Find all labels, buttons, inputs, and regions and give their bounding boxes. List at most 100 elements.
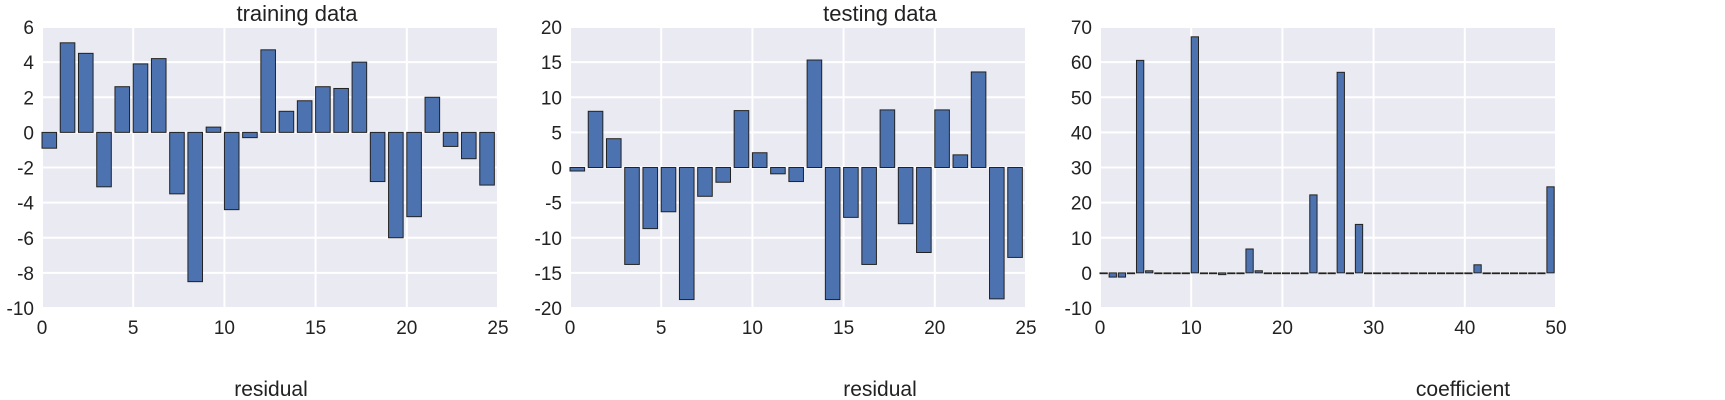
bar-testing-19 xyxy=(916,167,932,253)
bar-training-12 xyxy=(260,49,276,133)
bar-testing-17 xyxy=(879,109,896,168)
bar-testing-22 xyxy=(970,71,987,168)
y-tick-label: 0 xyxy=(1081,264,1092,285)
y-tick-label: 50 xyxy=(1071,88,1092,109)
bar-coefficient-42 xyxy=(1482,272,1491,275)
bar-testing-3 xyxy=(624,167,640,265)
x-tick-label: 50 xyxy=(1545,318,1566,339)
x-tick-label: 20 xyxy=(396,318,417,339)
bar-training-18 xyxy=(369,131,386,183)
x-tick-label: 0 xyxy=(1095,318,1106,339)
bar-testing-23 xyxy=(989,167,1005,300)
y-tick-label: -4 xyxy=(17,194,34,215)
bar-coefficient-1 xyxy=(1108,272,1117,278)
bar-coefficient-47 xyxy=(1528,272,1537,275)
y-tick-label: -10 xyxy=(7,299,34,320)
bar-testing-21 xyxy=(952,154,969,169)
y-tick-label: -10 xyxy=(1065,299,1092,320)
bar-coefficient-0 xyxy=(1099,272,1108,275)
chart-title-testing: testing data xyxy=(823,1,938,26)
y-tick-label: 10 xyxy=(541,88,562,109)
bar-coefficient-6 xyxy=(1154,272,1163,275)
bar-testing-18 xyxy=(897,167,914,225)
y-tick-label: -6 xyxy=(17,229,34,250)
bar-coefficient-16 xyxy=(1245,248,1254,274)
x-tick-label: 10 xyxy=(742,318,763,339)
bar-training-1 xyxy=(59,42,76,133)
bar-coefficient-7 xyxy=(1163,272,1172,275)
x-tick-label: 40 xyxy=(1454,318,1475,339)
bar-testing-0 xyxy=(569,167,586,172)
bar-testing-2 xyxy=(605,138,622,168)
bar-testing-4 xyxy=(642,167,659,230)
chart-panel-testing: 0 5 10 15 20 25 -20 -15 -10 -5 0 5 10 15 20 testing da… xyxy=(535,1,1037,400)
plot-area-training: 0 5 10 15 20 25 -10 -8 -6 -4 -2 0 2 4 6 xyxy=(7,18,509,339)
x-axis-label-testing: residual xyxy=(843,378,917,400)
bar-coefficient-21 xyxy=(1291,272,1300,275)
x-axis-label-coefficient: coefficient xyxy=(1416,378,1510,400)
bar-coefficient-24 xyxy=(1318,272,1327,275)
x-axis-label-training: residual xyxy=(234,378,308,400)
bar-training-13 xyxy=(278,110,295,133)
bar-testing-11 xyxy=(770,167,786,175)
bar-coefficient-48 xyxy=(1537,272,1546,275)
y-tick-label: 0 xyxy=(551,159,562,180)
bar-coefficient-4 xyxy=(1135,59,1145,274)
x-tick-label: 25 xyxy=(487,318,508,339)
bar-coefficient-36 xyxy=(1427,272,1437,275)
bar-testing-8 xyxy=(715,167,732,183)
x-tick-label: 5 xyxy=(128,318,139,339)
bar-training-10 xyxy=(223,131,240,211)
bar-coefficient-29 xyxy=(1363,272,1373,275)
bar-training-7 xyxy=(169,131,185,195)
y-tick-label: 15 xyxy=(541,53,562,74)
bar-training-22 xyxy=(442,131,459,147)
y-tick-label: -20 xyxy=(535,299,562,320)
x-tick-label: 5 xyxy=(656,318,667,339)
bar-testing-24 xyxy=(1007,167,1023,258)
bar-coefficient-12 xyxy=(1208,272,1218,275)
bar-coefficient-27 xyxy=(1345,272,1355,275)
bar-coefficient-13 xyxy=(1218,272,1227,276)
x-tick-label: 0 xyxy=(37,318,48,339)
y-tick-label: 20 xyxy=(541,18,562,39)
bar-training-17 xyxy=(351,61,368,133)
bar-coefficient-30 xyxy=(1373,272,1382,275)
bar-coefficient-11 xyxy=(1199,272,1209,275)
bar-coefficient-31 xyxy=(1382,272,1391,275)
y-tick-label: 60 xyxy=(1071,53,1092,74)
chart-title-training: training data xyxy=(236,1,358,26)
bar-training-0 xyxy=(41,131,58,149)
bar-coefficient-22 xyxy=(1300,272,1309,275)
bar-testing-14 xyxy=(824,167,841,301)
bar-training-24 xyxy=(479,131,495,186)
bar-training-3 xyxy=(96,131,112,188)
y-tick-label: -15 xyxy=(535,264,562,285)
bar-coefficient-26 xyxy=(1336,71,1345,274)
bar-coefficient-43 xyxy=(1491,272,1500,275)
y-tick-label: 0 xyxy=(23,123,34,144)
bar-testing-1 xyxy=(587,110,604,169)
bar-testing-9 xyxy=(733,110,750,168)
bar-training-9 xyxy=(205,126,222,133)
bar-coefficient-40 xyxy=(1464,272,1473,275)
bar-testing-10 xyxy=(751,152,768,168)
bar-testing-13 xyxy=(806,59,823,169)
bar-testing-20 xyxy=(934,109,950,168)
y-tick-label: 6 xyxy=(23,18,34,39)
y-tick-label: 30 xyxy=(1071,159,1092,180)
y-tick-label: 70 xyxy=(1071,18,1092,39)
bar-coefficient-32 xyxy=(1391,272,1400,275)
bar-coefficient-8 xyxy=(1172,272,1181,275)
bar-coefficient-5 xyxy=(1145,270,1154,274)
bar-coefficient-46 xyxy=(1519,272,1528,275)
bar-coefficient-18 xyxy=(1263,272,1272,275)
bar-testing-15 xyxy=(843,167,859,218)
bar-coefficient-34 xyxy=(1409,272,1418,275)
bar-coefficient-45 xyxy=(1509,272,1519,275)
bar-coefficient-17 xyxy=(1254,270,1263,274)
x-tick-label: 15 xyxy=(833,318,854,339)
